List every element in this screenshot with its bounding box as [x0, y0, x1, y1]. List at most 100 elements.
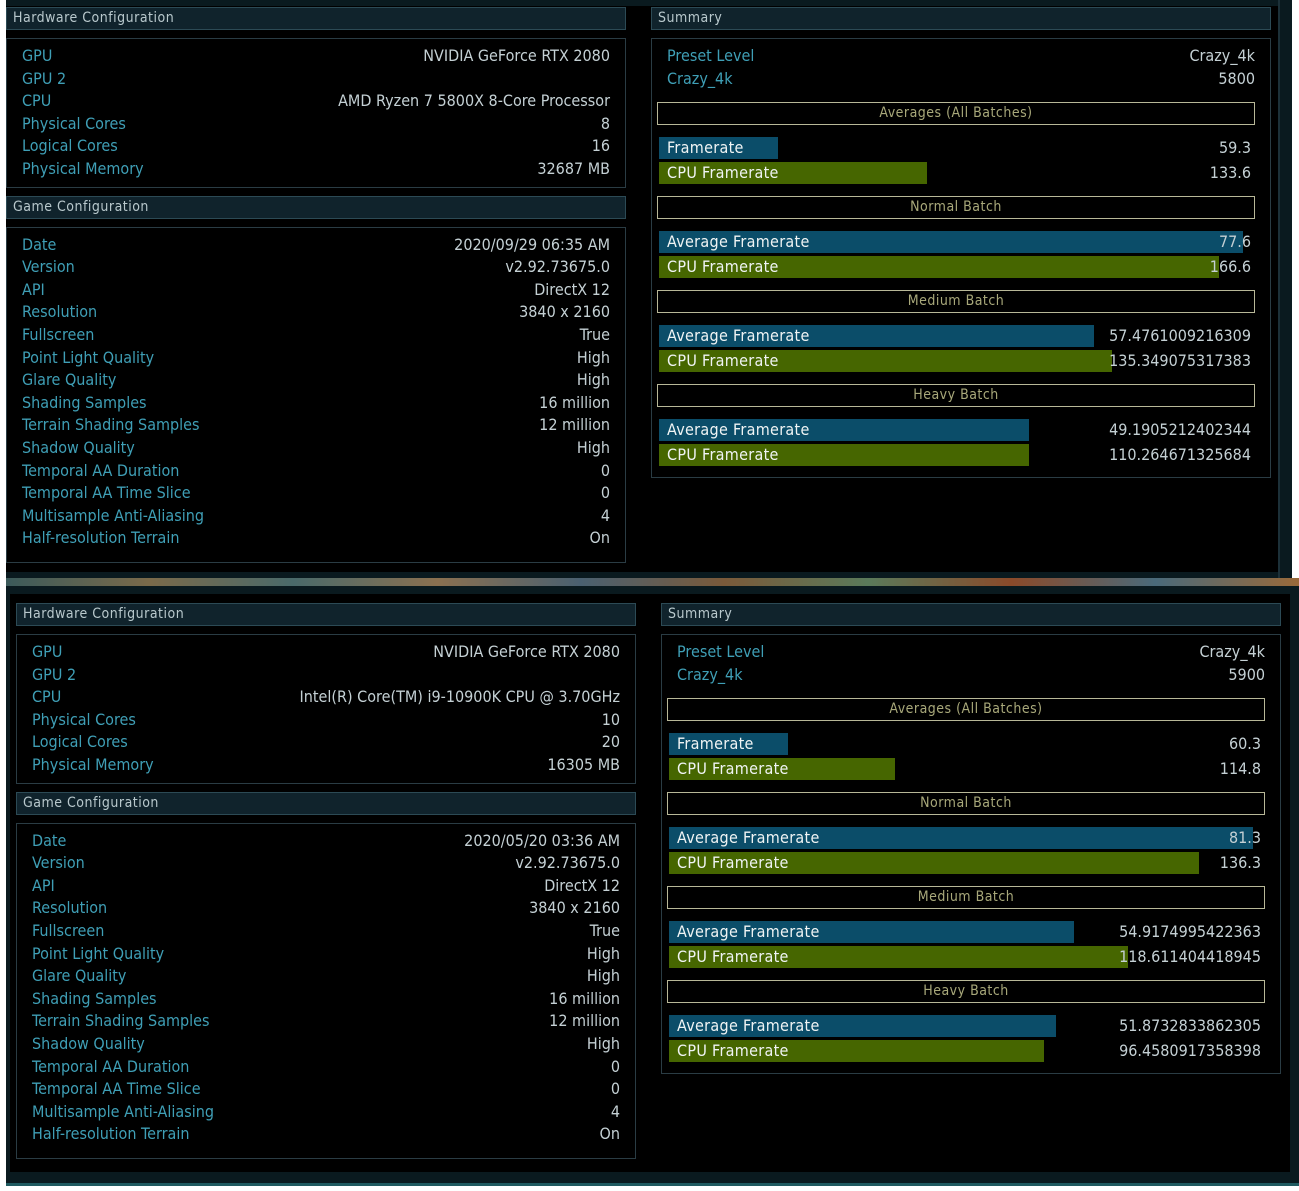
config-value: 3840 x 2160 [519, 302, 610, 322]
config-row: Date 2020/05/20 03:36 AM [32, 830, 620, 853]
config-row: API DirectX 12 [22, 279, 610, 302]
bar-label: CPU Framerate [667, 163, 779, 183]
config-value: 10 [601, 709, 620, 729]
config-row: Date 2020/09/29 06:35 AM [22, 234, 610, 257]
config-value: NVIDIA GeForce RTX 2080 [423, 46, 610, 65]
bar-fill [659, 444, 1029, 467]
bar-value: 96.4580917358398 [1119, 1041, 1261, 1061]
config-row: Multisample Anti-Aliasing 4 [22, 505, 610, 528]
hardware-configuration-box: GPU NVIDIA GeForce RTX 2080 GPU 2 CPU AMD Ry… [6, 38, 626, 188]
config-value: 16 [591, 136, 610, 156]
config-label: Fullscreen [32, 920, 105, 940]
hardware-configuration-box: GPU NVIDIA GeForce RTX 2080 GPU 2 CPU Intel(… [16, 634, 636, 784]
config-value: 4 [610, 1101, 620, 1121]
batch-bars: Average Framerate 49.1905212402344 CPU Fra… [659, 419, 1255, 467]
config-row: GPU 2 [22, 68, 610, 91]
config-row: Temporal AA Duration 0 [32, 1056, 620, 1079]
cpu-framerate-bar: CPU Framerate 110.264671325684 [659, 444, 1255, 467]
config-value: 12 million [549, 1011, 620, 1031]
batch-bars: Framerate 59.3 CPU Framerate 133.6 [659, 137, 1255, 185]
bar-value: 136.3 [1219, 853, 1261, 873]
config-row: Shading Samples 16 million [32, 988, 620, 1011]
bar-fill [659, 419, 1029, 442]
bar-fill [659, 325, 1095, 348]
bar-label: CPU Framerate [667, 351, 779, 371]
config-value: True [589, 920, 620, 940]
config-label: GPU 2 [22, 68, 67, 88]
config-label: Terrain Shading Samples [22, 415, 200, 435]
bar-label: Framerate [677, 734, 754, 754]
left-column: Hardware Configuration GPU NVIDIA GeForce … [16, 603, 636, 1159]
config-label: GPU 2 [32, 664, 77, 684]
bar-fill [669, 1015, 1057, 1038]
summary-preset: Preset Level Crazy_4k Crazy_4k 5900 [662, 641, 1270, 686]
framerate-bar: Average Framerate 57.4761009216309 [659, 325, 1255, 348]
config-value: High [586, 943, 620, 963]
hardware-configuration-header: Hardware Configuration [6, 7, 626, 30]
right-column: Summary Preset Level Crazy_4k Crazy_4k 5900 A… [661, 603, 1281, 1075]
config-row: Multisample Anti-Aliasing 4 [32, 1101, 620, 1124]
cpu-framerate-bar: CPU Framerate 135.349075317383 [659, 350, 1255, 373]
config-label: Half-resolution Terrain [22, 528, 180, 548]
scrollbar[interactable] [1278, 0, 1280, 578]
bar-label: CPU Framerate [677, 759, 789, 779]
config-value: 0 [610, 1079, 620, 1099]
bar-label: CPU Framerate [667, 257, 779, 277]
config-row: Preset Level Crazy_4k [667, 45, 1255, 68]
batch-section-header: Heavy Batch [657, 384, 1255, 408]
config-value: Crazy_4k [1189, 46, 1255, 65]
bar-value: 51.8732833862305 [1119, 1016, 1261, 1036]
config-label: Multisample Anti-Aliasing [32, 1101, 214, 1121]
config-row: Crazy_4k 5900 [677, 664, 1265, 687]
batch-section-header: Normal Batch [657, 196, 1255, 220]
config-row: Logical Cores 20 [32, 731, 620, 754]
bar-value: 81.3 [1228, 828, 1261, 848]
summary-box: Preset Level Crazy_4k Crazy_4k 5800 Averages… [651, 38, 1271, 479]
config-label: Glare Quality [32, 966, 127, 986]
config-value: AMD Ryzen 7 5800X 8-Core Processor [338, 91, 610, 111]
bar-value: 118.611404418945 [1119, 947, 1261, 967]
config-value: High [576, 437, 610, 457]
config-row: Version v2.92.73675.0 [22, 256, 610, 279]
batch-section-header: Heavy Batch [667, 980, 1265, 1004]
config-row: Shadow Quality High [22, 437, 610, 460]
bar-value: 110.264671325684 [1109, 445, 1251, 465]
summary-preset: Preset Level Crazy_4k Crazy_4k 5800 [652, 45, 1260, 90]
config-row: Physical Cores 10 [32, 709, 620, 732]
bar-label: Average Framerate [667, 232, 810, 252]
config-row: Temporal AA Time Slice 0 [22, 482, 610, 505]
config-label: Shading Samples [22, 392, 147, 412]
left-column: Hardware Configuration GPU NVIDIA GeForce … [6, 7, 626, 563]
config-label: CPU [22, 91, 52, 111]
config-label: Preset Level [667, 46, 755, 65]
config-row: GPU NVIDIA GeForce RTX 2080 [32, 641, 620, 664]
config-row: Point Light Quality High [22, 347, 610, 370]
config-row: Physical Memory 32687 MB [22, 158, 610, 181]
bar-fill [669, 733, 789, 756]
bar-fill [669, 827, 1254, 850]
config-value: 4 [600, 505, 610, 525]
benchmark-result-panel-1: Hardware Configuration GPU NVIDIA GeForce … [6, 0, 1292, 578]
config-value: High [586, 966, 620, 986]
config-label: API [32, 875, 55, 895]
config-label: Shadow Quality [32, 1033, 145, 1053]
batch-section-header: Normal Batch [667, 792, 1265, 816]
bar-value: 60.3 [1228, 734, 1261, 754]
config-row: CPU AMD Ryzen 7 5800X 8-Core Processor [22, 90, 610, 113]
framerate-bar: Average Framerate 51.8732833862305 [669, 1015, 1265, 1038]
config-row: GPU NVIDIA GeForce RTX 2080 [22, 45, 610, 68]
summary-header: Summary [651, 7, 1271, 30]
config-label: Resolution [22, 302, 98, 322]
game-configuration-box: Date 2020/09/29 06:35 AM Version v2.92.7367… [6, 226, 626, 563]
config-row: Temporal AA Duration 0 [22, 460, 610, 483]
config-value: 8 [600, 113, 610, 133]
config-row: Point Light Quality High [32, 943, 620, 966]
bar-value: 135.349075317383 [1109, 351, 1251, 371]
config-value: 0 [600, 460, 610, 480]
summary-header: Summary [661, 603, 1281, 626]
bar-fill [659, 137, 779, 160]
cpu-framerate-bar: CPU Framerate 133.6 [659, 162, 1255, 185]
batch-bars: Framerate 60.3 CPU Framerate 114.8 [669, 733, 1265, 781]
config-row: Glare Quality High [32, 965, 620, 988]
cpu-framerate-bar: CPU Framerate 118.611404418945 [669, 946, 1265, 969]
